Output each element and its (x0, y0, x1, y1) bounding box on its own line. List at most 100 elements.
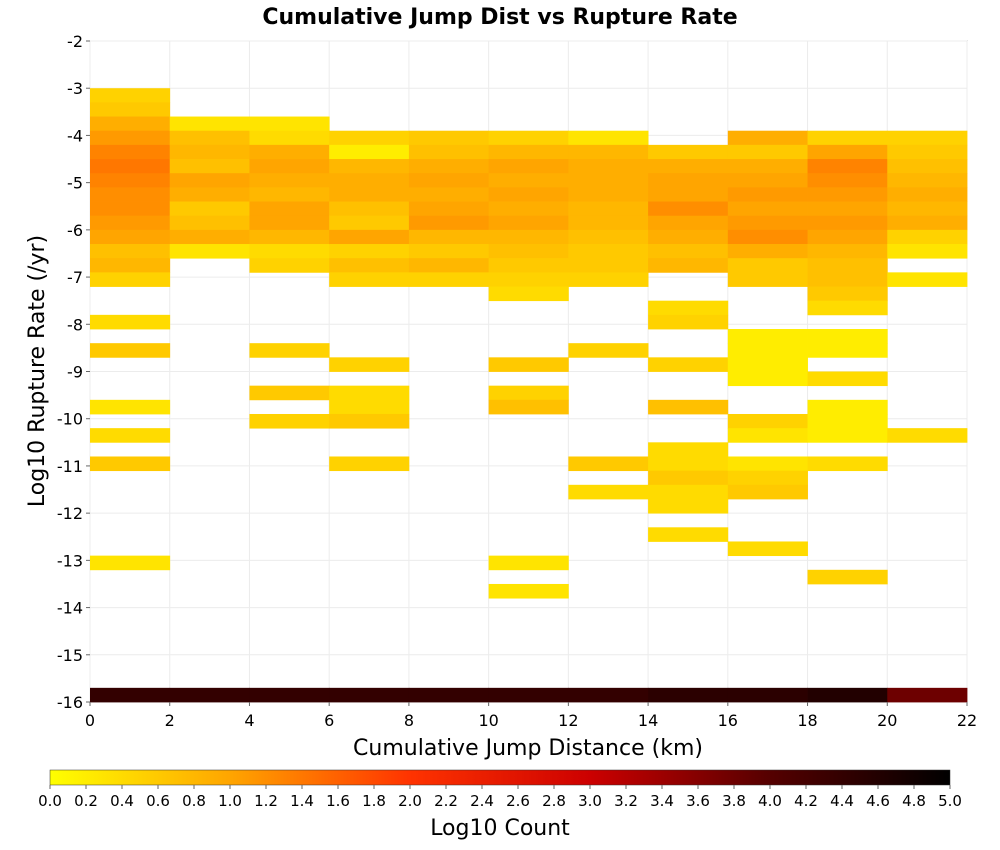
heatmap-cell (90, 428, 171, 443)
heatmap-cell (329, 385, 410, 401)
heatmap-cell (807, 456, 888, 472)
heatmap-cell (329, 687, 410, 703)
heatmap-cell (90, 102, 171, 117)
heatmap-cell (727, 357, 808, 372)
heatmap-cell (727, 484, 808, 500)
heatmap-cell (249, 413, 330, 429)
heatmap-cell (329, 413, 410, 429)
heatmap-cell (727, 329, 808, 344)
heatmap-cell (648, 442, 729, 457)
heatmap-cell (727, 456, 808, 472)
heatmap-cell (90, 187, 171, 202)
x-tick-label: 14 (638, 711, 658, 730)
heatmap-cell (249, 130, 330, 146)
y-axis-ticks: -2 -3 -4 -5 -6 -7 -8 -9 -10 -11 -12 -13 -14 -15 -16 (57, 32, 90, 712)
heatmap-cell (408, 215, 490, 231)
heatmap-cell (90, 130, 171, 146)
heatmap-cell (648, 527, 729, 542)
heatmap-cell (169, 144, 250, 160)
heatmap-cell (568, 173, 649, 188)
heatmap-cell (329, 215, 410, 231)
heatmap-cell (807, 329, 888, 344)
x-tick-label: 2 (165, 711, 175, 730)
colorbar-tick-label: 1.2 (254, 792, 278, 810)
heatmap-cell (648, 173, 729, 188)
colorbar-tick-label: 0.4 (110, 792, 134, 810)
heatmap-cell (727, 687, 808, 703)
heatmap-cell (807, 569, 888, 585)
heatmap-cell (90, 456, 171, 472)
x-tick-label: 20 (877, 711, 897, 730)
heatmap-cell (90, 244, 171, 259)
heatmap-cell (408, 159, 490, 174)
heatmap-cell (648, 258, 729, 273)
heatmap-cell (568, 484, 649, 500)
heatmap-cell (648, 357, 729, 372)
y-tick-label: -14 (57, 599, 83, 618)
heatmap-cell (90, 555, 171, 571)
heatmap-cell (727, 215, 808, 231)
heatmap-cell (408, 229, 490, 245)
colorbar-tick-label: 2.4 (470, 792, 494, 810)
colorbar-tick-label: 3.4 (650, 792, 674, 810)
heatmap-cell (329, 399, 410, 415)
heatmap-cell (249, 201, 330, 217)
heatmap-cell (568, 201, 649, 217)
heatmap-cell (887, 159, 968, 174)
heatmap-cell (408, 687, 490, 703)
heatmap-cell (807, 371, 888, 387)
x-tick-label: 0 (85, 711, 95, 730)
colorbar-tick-label: 1.0 (218, 792, 242, 810)
heatmap-cell (169, 201, 250, 217)
heatmap-cell (329, 201, 410, 217)
heatmap-cell (807, 215, 888, 231)
heatmap-cell (807, 428, 888, 443)
colorbar-tick-label: 5.0 (938, 792, 962, 810)
y-tick-label: -2 (67, 32, 83, 51)
colorbar-tick-label: 4.6 (866, 792, 890, 810)
heatmap-cell (887, 215, 968, 231)
heatmap-cell (648, 687, 729, 703)
heatmap-cell (488, 286, 569, 302)
heatmap-cell (648, 314, 729, 330)
colorbar-tick-label: 2.8 (542, 792, 566, 810)
heatmap-cell (807, 229, 888, 245)
heatmap-cell (488, 555, 569, 571)
heatmap-cell (727, 159, 808, 174)
heatmap-cell (329, 244, 410, 259)
heatmap-cell (807, 130, 888, 146)
heatmap-cell (568, 244, 649, 259)
heatmap-cell (249, 116, 330, 132)
heatmap-cell (648, 300, 729, 316)
heatmap-cell (727, 130, 808, 146)
y-tick-label: -11 (57, 457, 83, 476)
y-axis-label: Log10 Rupture Rate (/yr) (25, 235, 50, 507)
heatmap-cell (807, 144, 888, 160)
y-tick-label: -9 (67, 363, 83, 382)
colorbar-tick-label: 0.0 (38, 792, 62, 810)
heatmap-cell (568, 229, 649, 245)
y-tick-label: -12 (57, 504, 83, 523)
x-axis-ticks: 0 2 4 6 8 10 12 14 16 18 20 22 (85, 702, 977, 730)
heatmap-cell (329, 258, 410, 273)
heatmap-cell (169, 159, 250, 174)
colorbar-tick-label: 3.8 (722, 792, 746, 810)
heatmap-cell (568, 343, 649, 358)
heatmap-cell (807, 272, 888, 287)
heatmap-cell (329, 272, 410, 287)
heatmap-cell (648, 144, 729, 160)
heatmap-cell (568, 456, 649, 472)
heatmap-cell (568, 215, 649, 231)
heatmap-cell (488, 399, 569, 415)
heatmap-cell (488, 272, 569, 287)
heatmap-cell (568, 159, 649, 174)
colorbar-label: Log10 Count (430, 816, 570, 841)
colorbar-tick-label: 4.2 (794, 792, 818, 810)
colorbar-tick-label: 1.6 (326, 792, 350, 810)
heatmap-cell (408, 144, 490, 160)
heatmap-cell (488, 229, 569, 245)
heatmap-cell (807, 286, 888, 302)
heatmap-cell (887, 201, 968, 217)
heatmap-cell (249, 229, 330, 245)
heatmap-cell (90, 687, 171, 703)
